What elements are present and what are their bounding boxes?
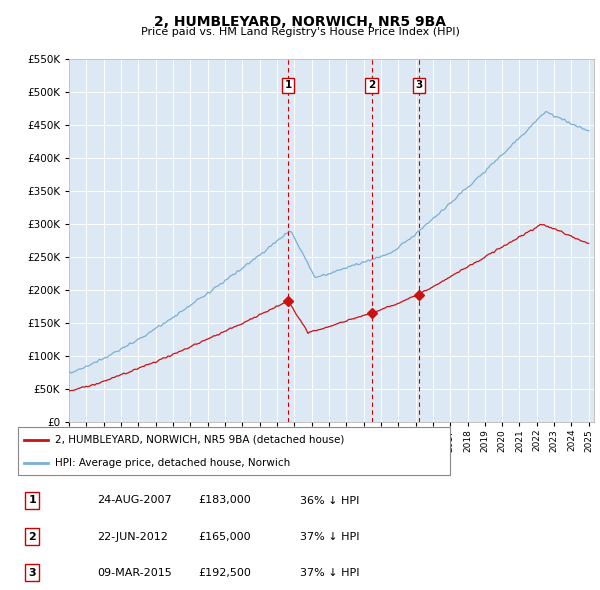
FancyBboxPatch shape bbox=[18, 427, 450, 475]
Text: 2, HUMBLEYARD, NORWICH, NR5 9BA (detached house): 2, HUMBLEYARD, NORWICH, NR5 9BA (detache… bbox=[55, 435, 344, 445]
Text: 37% ↓ HPI: 37% ↓ HPI bbox=[300, 532, 359, 542]
Text: 3: 3 bbox=[415, 80, 422, 90]
Text: 2: 2 bbox=[28, 532, 36, 542]
Text: £183,000: £183,000 bbox=[199, 496, 251, 506]
Text: HPI: Average price, detached house, Norwich: HPI: Average price, detached house, Norw… bbox=[55, 458, 290, 468]
Text: 24-AUG-2007: 24-AUG-2007 bbox=[97, 496, 172, 506]
Text: 09-MAR-2015: 09-MAR-2015 bbox=[97, 568, 172, 578]
Text: £192,500: £192,500 bbox=[199, 568, 251, 578]
Text: 37% ↓ HPI: 37% ↓ HPI bbox=[300, 568, 359, 578]
Text: 1: 1 bbox=[28, 496, 36, 506]
Text: 2: 2 bbox=[368, 80, 376, 90]
Text: 2, HUMBLEYARD, NORWICH, NR5 9BA: 2, HUMBLEYARD, NORWICH, NR5 9BA bbox=[154, 15, 446, 29]
Text: 22-JUN-2012: 22-JUN-2012 bbox=[97, 532, 168, 542]
Text: £165,000: £165,000 bbox=[199, 532, 251, 542]
Text: 3: 3 bbox=[28, 568, 36, 578]
Text: 1: 1 bbox=[284, 80, 292, 90]
Text: Price paid vs. HM Land Registry's House Price Index (HPI): Price paid vs. HM Land Registry's House … bbox=[140, 27, 460, 37]
Text: 36% ↓ HPI: 36% ↓ HPI bbox=[300, 496, 359, 506]
